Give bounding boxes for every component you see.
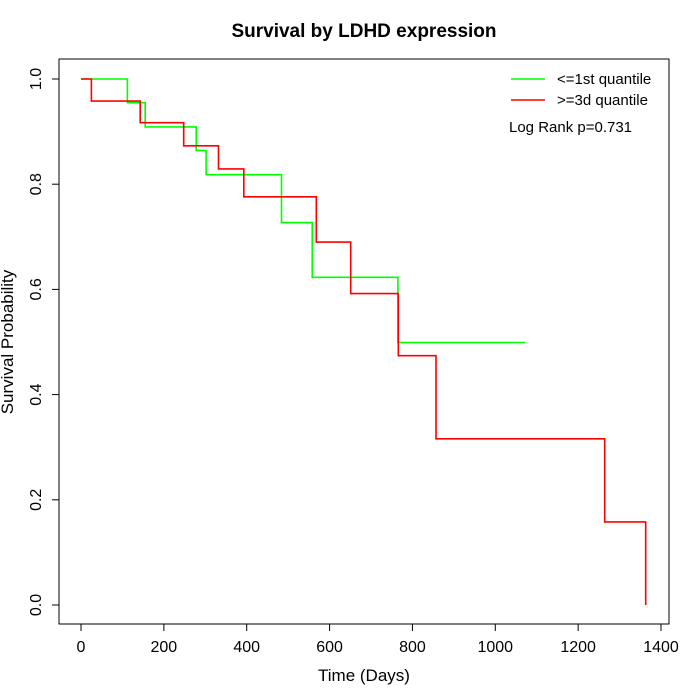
legend-label: <=1st quantile <box>557 71 651 88</box>
legend-label: >=3d quantile <box>557 92 648 109</box>
plot-frame <box>58 58 670 625</box>
x-axis: 0 200 400 600 800 1000 1200 1400 <box>77 623 679 656</box>
x-tick-label: 400 <box>233 639 260 656</box>
y-tick-label: 0.4 <box>28 383 45 405</box>
y-tick-label: 0.8 <box>28 173 45 195</box>
series-line-1 <box>81 78 647 605</box>
legend: <=1st quantile >=3d quantile <box>511 71 651 109</box>
chart-title: Survival by LDHD expression <box>231 21 496 42</box>
y-tick-label: 0.2 <box>28 489 45 511</box>
series-line-0 <box>81 78 526 344</box>
y-tick-label: 0.6 <box>28 278 45 300</box>
x-tick-label: 200 <box>151 639 178 656</box>
x-tick-label: 1200 <box>560 639 596 656</box>
x-tick-label: 1000 <box>477 639 513 656</box>
x-tick-label: 1400 <box>643 639 679 656</box>
log-rank-annotation: Log Rank p=0.731 <box>509 119 632 136</box>
x-axis-label: Time (Days) <box>318 666 410 685</box>
x-tick-label: 0 <box>77 639 86 656</box>
y-tick-label: 1.0 <box>28 68 45 90</box>
x-tick-label: 600 <box>316 639 343 656</box>
y-axis: 0.0 0.2 0.4 0.6 0.8 1.0 <box>28 68 60 616</box>
series-layer <box>81 78 647 605</box>
y-tick-label: 0.0 <box>28 594 45 616</box>
y-axis-label: Survival Probability <box>0 269 17 414</box>
x-tick-label: 800 <box>399 639 426 656</box>
